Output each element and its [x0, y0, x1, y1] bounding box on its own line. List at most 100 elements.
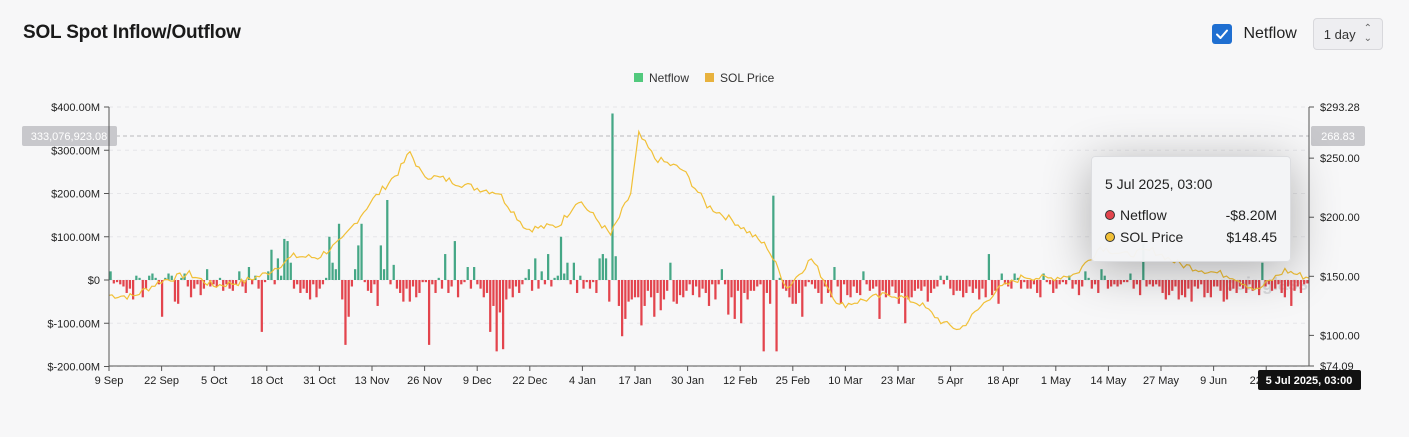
netflow-bar [360, 223, 363, 281]
netflow-bar [621, 280, 624, 337]
netflow-bar [810, 280, 814, 285]
netflow-checkbox[interactable] [1212, 24, 1233, 44]
netflow-bar [1306, 280, 1309, 284]
netflow-bar [807, 280, 810, 283]
x-axis-label: 30 Jan [671, 375, 704, 387]
netflow-bar [370, 280, 373, 293]
netflow-bar [1283, 280, 1286, 298]
netflow-bar [1126, 280, 1129, 283]
netflow-bar [1000, 273, 1003, 280]
crosshair-right-label: 268.83 [1321, 131, 1355, 143]
netflow-bar [595, 280, 598, 293]
netflow-bar [527, 269, 530, 280]
netflow-bar [196, 280, 199, 285]
netflow-toggle-label[interactable]: Netflow [1243, 25, 1297, 42]
netflow-bar [379, 245, 382, 280]
netflow-bar [498, 280, 502, 313]
netflow-bar [743, 280, 746, 293]
netflow-bar [511, 280, 514, 298]
netflow-bar [765, 280, 769, 293]
check-icon [1216, 29, 1229, 39]
netflow-bar [820, 280, 823, 304]
netflow-bar [720, 269, 723, 280]
netflow-bar [331, 262, 334, 280]
netflow-bar [109, 271, 112, 280]
netflow-bar [476, 280, 479, 285]
netflow-bar [1132, 280, 1135, 289]
netflow-bar [460, 280, 463, 285]
netflow-bar [151, 273, 154, 280]
x-axis-label: 14 May [1090, 375, 1127, 387]
netflow-bar [115, 280, 119, 283]
netflow-bar [382, 269, 386, 280]
netflow-bar [206, 269, 209, 280]
netflow-bar [1052, 280, 1055, 293]
netflow-bar [1187, 280, 1190, 289]
netflow-bar [173, 280, 177, 302]
x-axis-label: 27 May [1143, 375, 1180, 387]
netflow-bar [279, 275, 283, 281]
netflow-bar [1007, 280, 1010, 287]
netflow-bar [672, 280, 675, 302]
right-axis-label: $250.00 [1320, 153, 1360, 165]
netflow-bar [144, 280, 148, 289]
netflow-bar [1261, 262, 1264, 280]
netflow-bar [241, 280, 244, 287]
x-axis-label: 12 Feb [723, 375, 757, 387]
interval-value: 1 day [1323, 26, 1356, 42]
netflow-bar [1203, 280, 1206, 298]
netflow-bar [537, 280, 540, 289]
netflow-bar [852, 280, 855, 287]
netflow-bar [788, 280, 791, 298]
netflow-bar [981, 280, 984, 289]
netflow-bar [1148, 280, 1151, 285]
netflow-bar [646, 280, 649, 291]
left-axis-label: $-100.00M [47, 318, 100, 330]
netflow-bar [228, 280, 231, 289]
netflow-bar [212, 280, 215, 285]
netflow-bar [614, 256, 617, 280]
netflow-bar [698, 280, 701, 298]
netflow-bar [920, 280, 923, 291]
netflow-bar [669, 262, 672, 280]
netflow-bar [733, 280, 736, 319]
netflow-bar [1048, 280, 1052, 285]
tooltip-value: $148.45 [1226, 229, 1277, 245]
netflow-bar [997, 280, 1000, 304]
netflow-bar [325, 277, 328, 280]
netflow-bar [273, 280, 276, 285]
chart-legend: Netflow SOL Price [634, 71, 775, 85]
netflow-bar [177, 280, 180, 304]
netflow-bar [945, 275, 949, 281]
netflow-bar [791, 280, 794, 304]
netflow-bar [376, 280, 379, 306]
netflow-bar [1113, 280, 1116, 285]
netflow-bar [608, 280, 611, 302]
netflow-bar [553, 277, 556, 280]
netflow-bar [292, 280, 296, 289]
crosshair-left-label: 333,076,923.08 [31, 131, 107, 143]
netflow-bar [119, 280, 122, 285]
netflow-bar [952, 280, 955, 296]
netflow-bar [588, 280, 592, 289]
netflow-bar [1074, 280, 1077, 285]
netflow-bar [244, 280, 247, 293]
netflow-bar [495, 280, 498, 352]
right-axis-label: $200.00 [1320, 212, 1360, 224]
netflow-bar [1129, 273, 1132, 280]
interval-select[interactable]: 1 day ⌃ ⌄ [1312, 18, 1383, 50]
netflow-bar [1209, 280, 1212, 298]
netflow-bar [389, 280, 392, 285]
x-axis-label: 22 Dec [512, 375, 547, 387]
netflow-bar [601, 254, 604, 280]
netflow-bar [913, 280, 917, 291]
netflow-bar [978, 280, 981, 300]
netflow-bar [225, 280, 228, 285]
netflow-bar [305, 280, 308, 293]
netflow-bar [833, 267, 836, 280]
crosshair-left-badge [22, 125, 117, 146]
netflow-bar [797, 280, 801, 293]
netflow-bar [749, 280, 752, 291]
netflow-bar [563, 273, 566, 280]
